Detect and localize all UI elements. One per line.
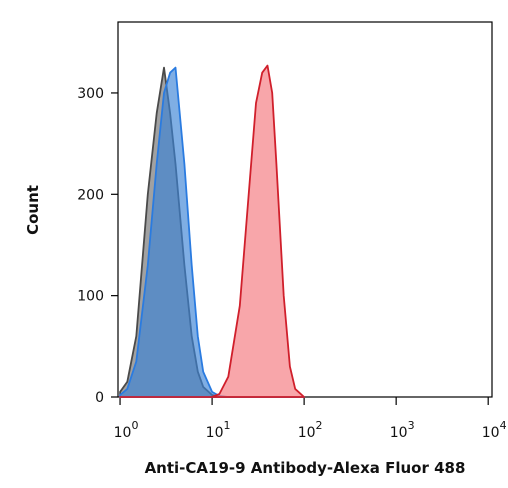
x-tick-label: 100 [114,419,139,441]
x-tick-base: 10 [298,425,316,441]
x-tick-label: 101 [206,419,231,441]
y-tick-label: 200 [77,187,104,203]
y-tick-label: 300 [77,86,104,102]
x-tick-base: 10 [206,425,224,441]
x-tick-base: 10 [390,425,408,441]
y-tick-label: 100 [77,289,104,305]
x-tick-exponent: 2 [316,419,323,432]
x-tick-label: 104 [482,419,507,441]
y-tick-label: 0 [95,390,104,406]
x-tick-exponent: 0 [131,419,138,432]
x-tick-exponent: 1 [223,419,230,432]
x-axis-label: Anti-CA19-9 Antibody-Alexa Fluor 488 [145,459,466,477]
x-tick-exponent: 3 [408,419,415,432]
histogram-area [119,64,305,398]
x-tick-base: 10 [482,425,500,441]
x-tick-exponent: 4 [500,419,507,432]
x-tick-base: 10 [114,425,132,441]
y-axis-label: Count [24,185,42,235]
x-tick-label: 103 [390,419,415,441]
x-tick-label: 102 [298,419,323,441]
